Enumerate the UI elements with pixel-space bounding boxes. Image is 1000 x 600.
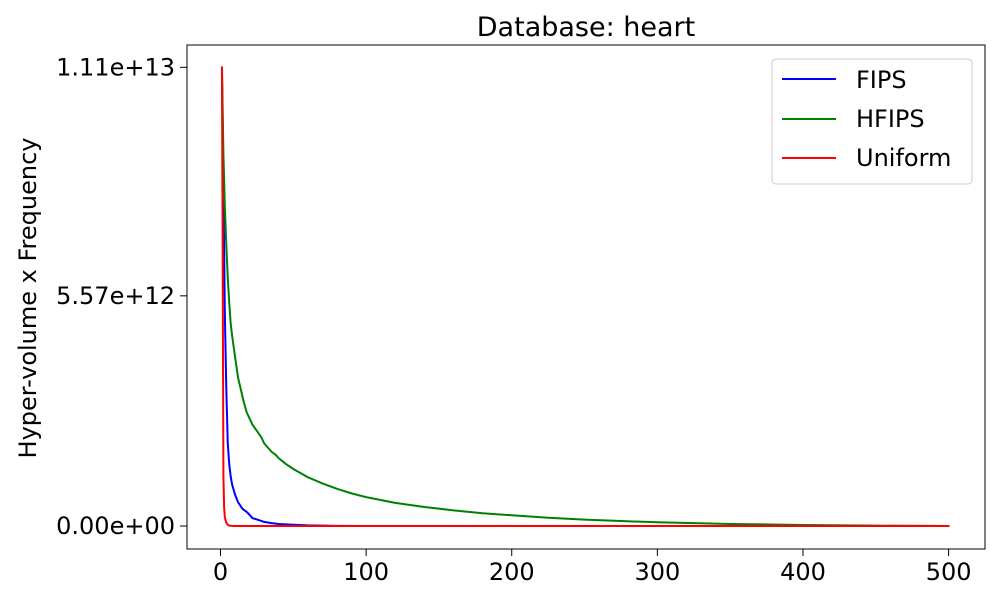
legend-hfips-label: HFIPS (856, 105, 925, 133)
legend-uniform-label: Uniform (856, 144, 951, 172)
x-tick-label: 0 (213, 558, 228, 586)
x-tick-label: 300 (634, 558, 680, 586)
plot-area (186, 44, 986, 550)
legend-fips-label: FIPS (856, 66, 907, 94)
x-axis: 0 100 200 300 400 500 (213, 549, 972, 586)
legend: FIPS HFIPS Uniform (771, 58, 973, 185)
x-tick-label: 100 (343, 558, 389, 586)
x-tick-label: 200 (489, 558, 535, 586)
series-line-uniform (220, 66, 950, 528)
chart-title: Database: heart (477, 12, 695, 43)
x-tick-label: 400 (780, 558, 826, 586)
y-tick-label: 1.11e+13 (56, 53, 175, 81)
y-axis-label: Hyper-volume x Frequency (14, 138, 42, 459)
plot-frame (186, 44, 986, 550)
y-tick-label: 5.57e+12 (56, 282, 175, 310)
y-axis: 0.00e+00 5.57e+12 1.11e+13 (56, 53, 187, 540)
x-tick-label: 500 (926, 558, 972, 586)
y-tick-label: 0.00e+00 (56, 512, 175, 540)
series-line-hfips (220, 66, 950, 528)
series-layer (220, 66, 950, 528)
legend-box (771, 58, 973, 185)
